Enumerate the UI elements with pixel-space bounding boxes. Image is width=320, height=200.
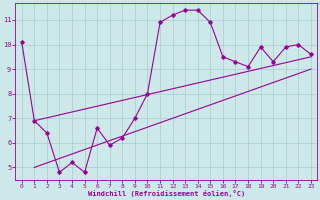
X-axis label: Windchill (Refroidissement éolien,°C): Windchill (Refroidissement éolien,°C)	[88, 190, 245, 197]
